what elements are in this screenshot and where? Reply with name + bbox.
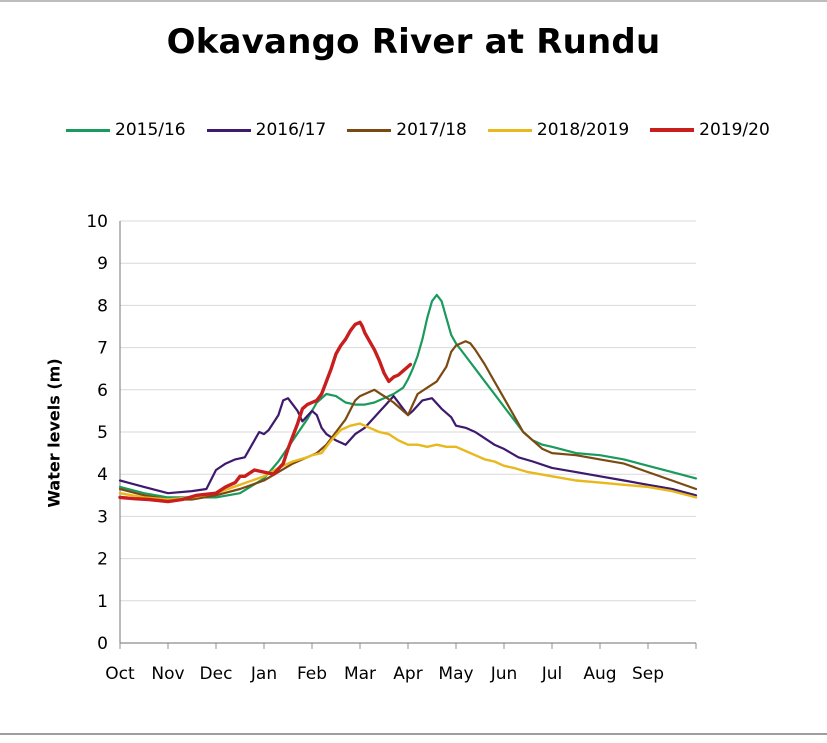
top-border: [0, 0, 827, 2]
axes: [119, 221, 697, 649]
x-tick-label: Apr: [393, 664, 422, 684]
legend-item-2019-20: 2019/20: [650, 120, 770, 140]
x-tick-label: Aug: [583, 664, 616, 684]
legend-label-2015-16: 2015/16: [115, 120, 186, 140]
y-tick-label: 4: [97, 465, 108, 485]
legend-label-2017-18: 2017/18: [396, 120, 467, 140]
y-tick-label: 5: [97, 423, 108, 443]
series-line-2019-20: [118, 320, 413, 504]
legend-item-2018-2019: 2018/2019: [487, 120, 630, 140]
x-tick-label: Jul: [541, 664, 563, 684]
gridlines: [120, 220, 696, 602]
series-line-2015-16: [118, 293, 698, 499]
series-line-2017-18: [118, 340, 698, 501]
x-tick-label: Jun: [490, 664, 518, 684]
y-tick-label: 3: [97, 507, 108, 527]
x-tick-label: Dec: [200, 664, 233, 684]
y-tick-label: 2: [97, 550, 108, 570]
legend: 2015/16 2016/17 2017/18 2018/2019 2019/2…: [66, 118, 791, 142]
bottom-border: [0, 733, 827, 735]
x-tick-label: Oct: [105, 664, 135, 684]
series-line-2016-17: [118, 395, 698, 497]
legend-swatch-2016-17: [206, 128, 251, 132]
legend-label-2016-17: 2016/17: [255, 120, 327, 140]
y-tick-label: 6: [97, 381, 108, 401]
y-tick-label: 0: [97, 634, 108, 654]
x-tick-label: Mar: [344, 664, 376, 684]
chart-title: Okavango River at Rundu: [166, 22, 661, 62]
legend-item-2017-18: 2017/18: [347, 120, 467, 140]
legend-swatch-2015-16: [66, 128, 110, 132]
legend-swatch-2017-18: [347, 128, 392, 132]
x-tick-label: Feb: [297, 664, 327, 684]
x-tick-label: Sep: [632, 664, 664, 684]
tick-labels: 0 1 2 3 4 5 6 7 8 9 10 Oct Nov Dec Jan Feb Mar Apr May Jun J…: [86, 212, 664, 684]
y-tick-label: 8: [97, 296, 108, 316]
y-tick-label: 9: [97, 254, 108, 274]
legend-item-2015-16: 2015/16: [66, 120, 186, 140]
legend-item-2016-17: 2016/17: [206, 120, 327, 140]
x-tick-label: May: [438, 664, 473, 684]
y-tick-label: 1: [97, 592, 108, 612]
legend-swatch-2019-20: [650, 128, 695, 132]
y-tick-label: 10: [86, 212, 108, 232]
y-tick-label: 7: [97, 339, 108, 359]
x-tick-label: Jan: [250, 664, 277, 684]
series-lines: [118, 293, 698, 504]
legend-label-2018-2019: 2018/2019: [536, 120, 630, 140]
legend-label-2019-20: 2019/20: [699, 120, 770, 140]
legend-swatch-2018-2019: [487, 128, 532, 132]
x-tick-label: Nov: [151, 664, 184, 684]
